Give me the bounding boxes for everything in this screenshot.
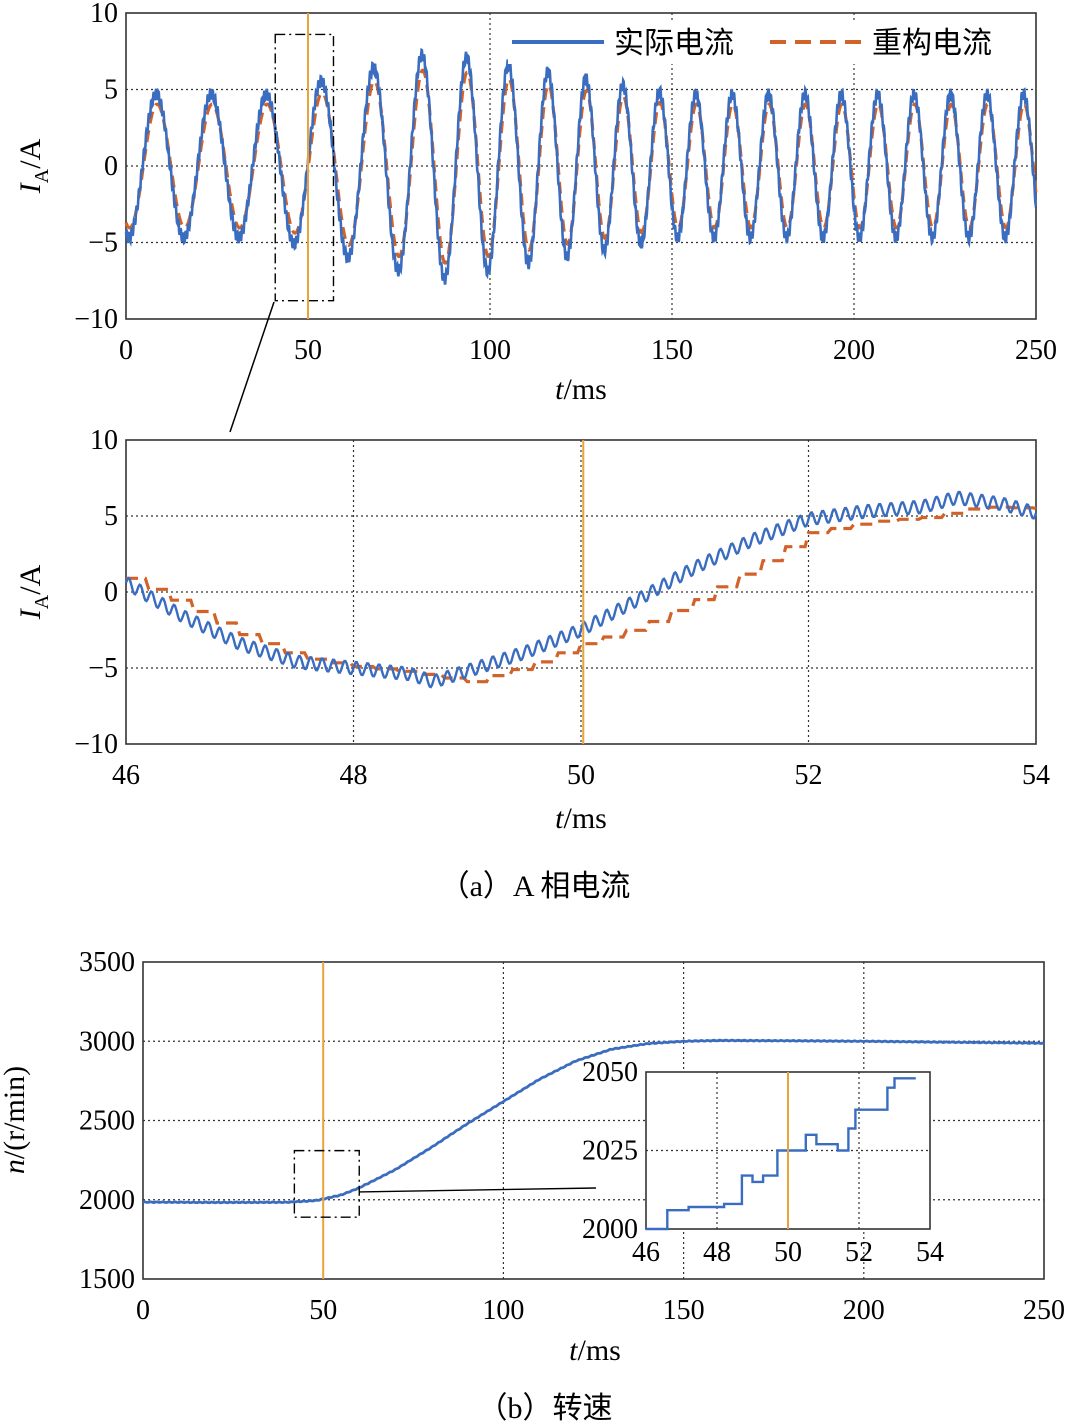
caption-a: （a）A 相电流 — [440, 870, 631, 903]
y-tick-label: −5 — [88, 653, 118, 684]
y-tick-label: 0 — [104, 151, 118, 182]
plot-frame — [142, 961, 1045, 1280]
x-tick-label: 200 — [843, 1295, 885, 1326]
x-tick-label: 48 — [703, 1237, 731, 1268]
y-tick-label: 2050 — [582, 1057, 638, 1088]
plot-frame — [125, 439, 1037, 745]
current-zoom-plot: 46 48 50 52 54 −10 −5 0 5 10 t/ms IA/A — [14, 425, 1050, 835]
legend-label-reconstructed: 重构电流 — [872, 26, 992, 61]
y-tick-label: 1500 — [79, 1264, 135, 1295]
x-tick-label: 52 — [795, 760, 823, 791]
y-axis-label: IA/A — [14, 138, 53, 194]
x-tick-label: 48 — [340, 760, 368, 791]
series-actual-current-zoom — [124, 490, 1038, 689]
x-tick-label: 50 — [567, 760, 595, 791]
y-tick-label: 0 — [104, 577, 118, 608]
x-tick-label: 150 — [663, 1295, 705, 1326]
plot-frame — [125, 12, 1037, 320]
x-axis-label: t/ms — [569, 1334, 621, 1367]
x-tick-label: 46 — [112, 760, 140, 791]
x-tick-label: 150 — [651, 335, 693, 366]
series-actual-current — [124, 47, 1038, 285]
speed-plot: 0 50 100 150 200 250 1500 2000 2500 3000 3500 t/ms n… — [0, 947, 1065, 1367]
y-tick-label: −5 — [88, 228, 118, 259]
x-tick-label: 100 — [482, 1295, 524, 1326]
x-tick-label: 50 — [309, 1295, 337, 1326]
x-tick-label: 54 — [916, 1237, 944, 1268]
y-tick-label: 2000 — [79, 1185, 135, 1216]
x-tick-label: 250 — [1015, 335, 1057, 366]
x-tick-label: 0 — [119, 335, 133, 366]
current-full-plot: 0 50 100 150 200 250 −10 −5 0 5 10 t/ms IA/A 实际电流 重构电流 — [14, 0, 1057, 406]
y-tick-label: 3000 — [79, 1026, 135, 1057]
x-tick-label: 250 — [1023, 1295, 1065, 1326]
zoom-connector-a — [229, 301, 275, 433]
y-tick-label: −10 — [74, 304, 118, 335]
x-tick-label: 50 — [774, 1237, 802, 1268]
y-axis-label: n/(r/min) — [0, 1066, 31, 1174]
y-tick-label: 2025 — [582, 1136, 638, 1167]
x-axis-label: t/ms — [555, 802, 607, 835]
x-tick-label: 46 — [632, 1237, 660, 1268]
y-tick-label: 2000 — [582, 1214, 638, 1245]
zoom-connector-b — [359, 1187, 597, 1193]
x-tick-label: 0 — [136, 1295, 150, 1326]
legend-label-actual: 实际电流 — [614, 26, 734, 61]
y-tick-label: 2500 — [79, 1106, 135, 1137]
y-tick-label: 5 — [104, 75, 118, 106]
zoom-box — [274, 33, 335, 302]
x-tick-label: 52 — [845, 1237, 873, 1268]
zoom-box — [293, 1149, 360, 1218]
y-tick-label: 10 — [90, 425, 118, 456]
x-tick-label: 50 — [294, 335, 322, 366]
x-tick-label: 200 — [833, 335, 875, 366]
series-speed — [142, 1038, 1045, 1205]
series-reconstructed-current-zoom — [126, 505, 1037, 684]
x-axis-label: t/ms — [555, 373, 607, 406]
y-tick-label: 5 — [104, 501, 118, 532]
speed-inset: 46 48 50 52 54 2000 2025 2050 — [582, 1057, 944, 1268]
series-speed-inset — [646, 1077, 916, 1231]
caption-b: （b）转速 — [478, 1392, 613, 1425]
y-tick-label: 3500 — [79, 947, 135, 978]
x-tick-label: 100 — [469, 335, 511, 366]
y-tick-label: −10 — [74, 729, 118, 760]
x-tick-label: 54 — [1022, 760, 1050, 791]
y-axis-label: IA/A — [14, 564, 53, 620]
y-tick-label: 10 — [90, 0, 118, 29]
